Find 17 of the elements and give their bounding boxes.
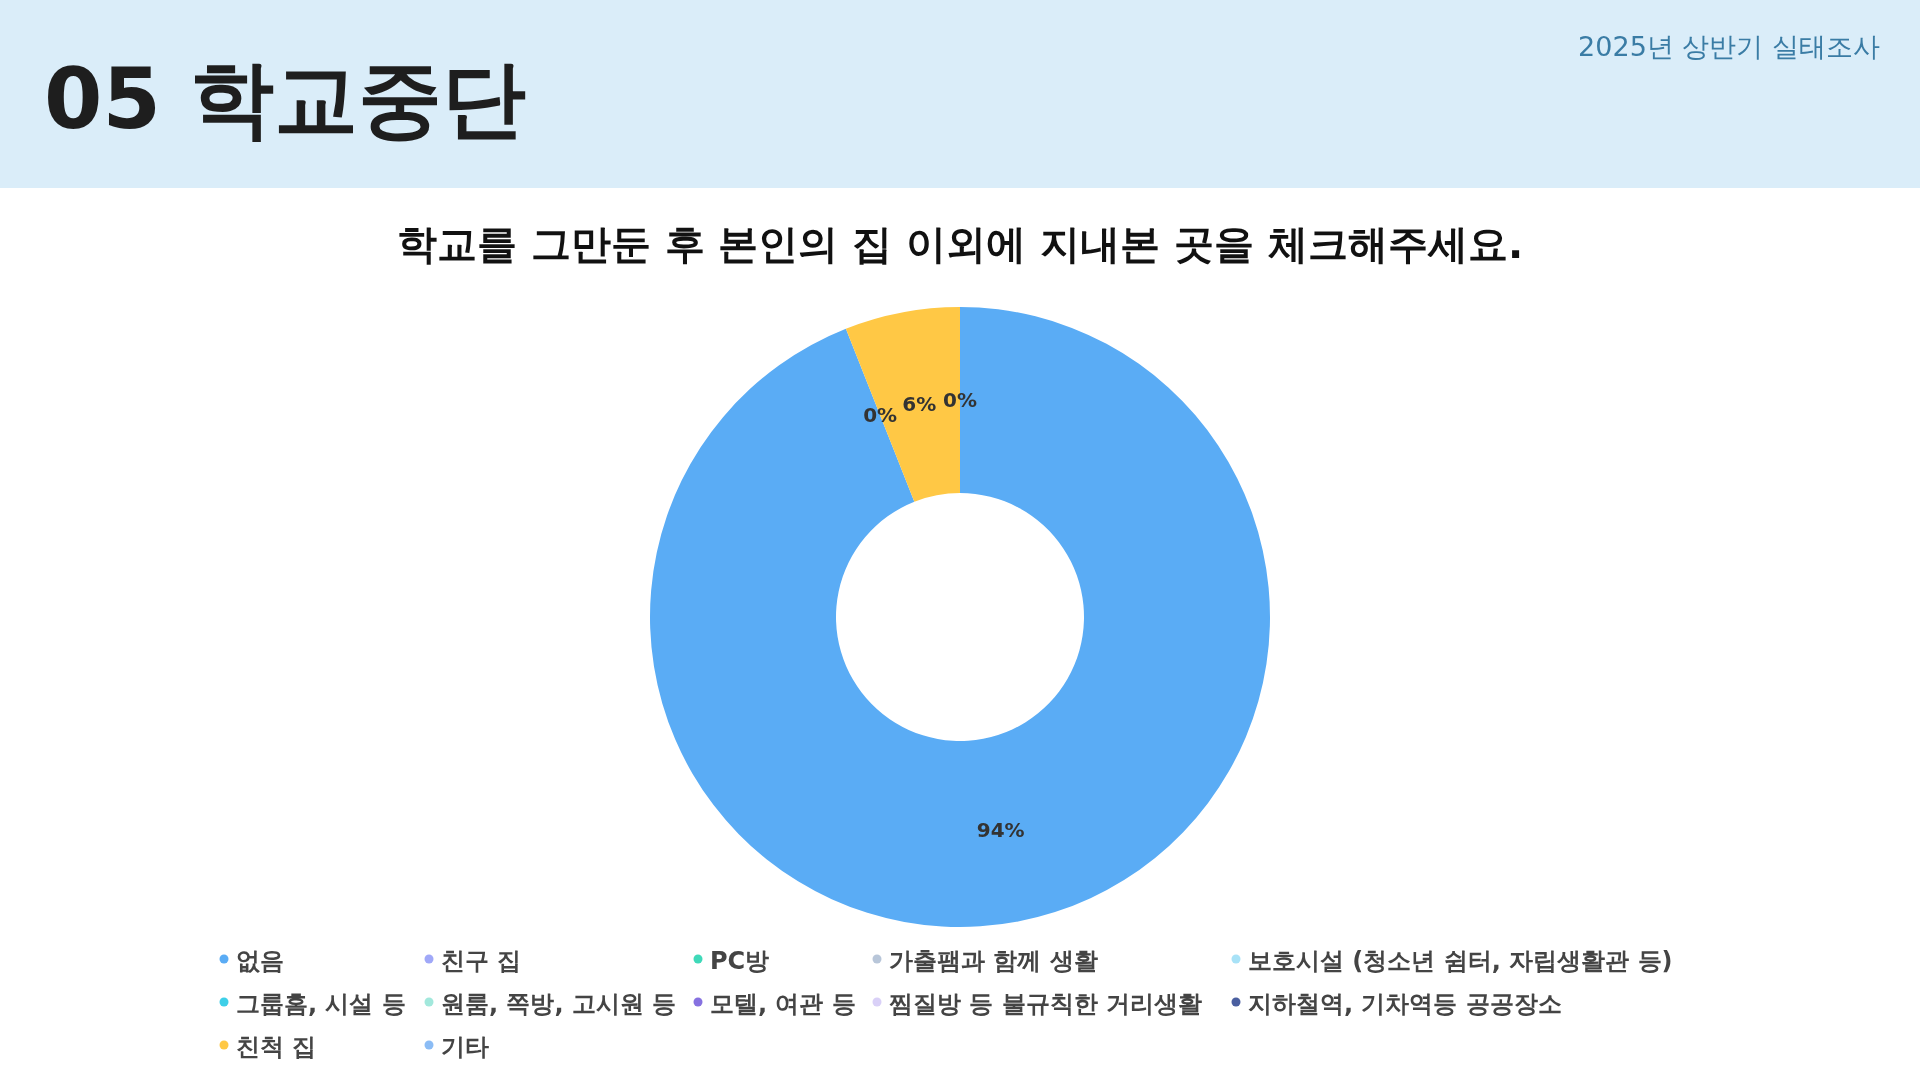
legend-label: 그룹홈, 시설 등 [236,990,406,1018]
legend-label: 찜질방 등 불규칙한 거리생활 [889,990,1203,1018]
legend-label: 모텔, 여관 등 [710,990,856,1018]
legend-label: 원룸, 쪽방, 고시원 등 [441,990,677,1018]
legend-label: 보호시설 (청소년 쉼터, 자립생활관 등) [1248,947,1673,975]
legend-label: 기타 [441,1033,489,1061]
legend-label: 지하철역, 기차역등 공공장소 [1248,990,1562,1018]
text: 2025년 상반기 실태조사 [1578,31,1880,62]
legend-label: 친척 집 [236,1033,317,1061]
chart-title: 학교를 그만둔 후 본인의 집 이외에 지내본 곳을 체크해주세요. [396,221,1524,267]
legend-label: PC방 [710,947,770,975]
legend-label: 가출팸과 함께 생활 [889,947,1098,975]
data-label: 6% [902,391,937,416]
data-label: 94% [976,818,1025,843]
legend-label: 친구 집 [441,947,522,975]
text: 05 학교중단 [44,50,527,148]
legend-label: 없음 [236,947,284,975]
